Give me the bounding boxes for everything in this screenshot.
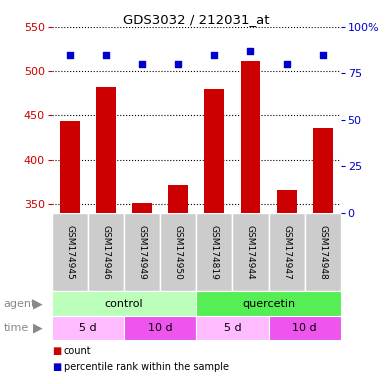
Bar bbox=[204, 89, 224, 213]
Point bbox=[211, 52, 218, 58]
Bar bbox=[132, 203, 152, 213]
Text: 5 d: 5 d bbox=[224, 323, 241, 333]
Bar bbox=[305, 213, 341, 291]
Bar bbox=[269, 316, 341, 340]
Point bbox=[67, 52, 73, 58]
Text: ▶: ▶ bbox=[33, 321, 43, 334]
Text: control: control bbox=[105, 298, 144, 309]
Text: GSM174948: GSM174948 bbox=[318, 225, 327, 280]
Bar bbox=[60, 121, 80, 213]
Bar bbox=[160, 213, 196, 291]
Bar bbox=[196, 316, 269, 340]
Text: GSM174947: GSM174947 bbox=[282, 225, 291, 280]
Bar bbox=[196, 213, 233, 291]
Text: GSM174945: GSM174945 bbox=[65, 225, 75, 280]
Bar bbox=[88, 213, 124, 291]
Bar bbox=[313, 128, 333, 213]
Text: GSM174819: GSM174819 bbox=[210, 225, 219, 280]
Text: time: time bbox=[4, 323, 29, 333]
Bar bbox=[241, 61, 260, 213]
Bar bbox=[196, 291, 341, 316]
Point bbox=[103, 52, 109, 58]
Text: ■: ■ bbox=[52, 346, 61, 356]
Text: percentile rank within the sample: percentile rank within the sample bbox=[64, 362, 229, 372]
Text: ■: ■ bbox=[52, 362, 61, 372]
Bar bbox=[52, 291, 196, 316]
Bar bbox=[269, 213, 305, 291]
Text: 5 d: 5 d bbox=[79, 323, 97, 333]
Text: GSM174946: GSM174946 bbox=[102, 225, 110, 280]
Bar bbox=[124, 213, 160, 291]
Point bbox=[175, 61, 181, 67]
Bar bbox=[52, 213, 88, 291]
Text: count: count bbox=[64, 346, 91, 356]
Bar bbox=[96, 87, 116, 213]
Text: GSM174944: GSM174944 bbox=[246, 225, 255, 280]
Bar bbox=[124, 316, 196, 340]
Text: agent: agent bbox=[4, 298, 36, 309]
Bar bbox=[277, 190, 296, 213]
Point bbox=[283, 61, 290, 67]
Point bbox=[248, 48, 254, 54]
Title: GDS3032 / 212031_at: GDS3032 / 212031_at bbox=[123, 13, 270, 26]
Point bbox=[320, 52, 326, 58]
Text: GSM174950: GSM174950 bbox=[174, 225, 183, 280]
Bar bbox=[168, 185, 188, 213]
Text: ▶: ▶ bbox=[33, 297, 43, 310]
Text: 10 d: 10 d bbox=[148, 323, 172, 333]
Text: quercetin: quercetin bbox=[242, 298, 295, 309]
Bar bbox=[233, 213, 269, 291]
Point bbox=[139, 61, 145, 67]
Text: 10 d: 10 d bbox=[292, 323, 317, 333]
Bar bbox=[52, 316, 124, 340]
Text: GSM174949: GSM174949 bbox=[138, 225, 147, 280]
